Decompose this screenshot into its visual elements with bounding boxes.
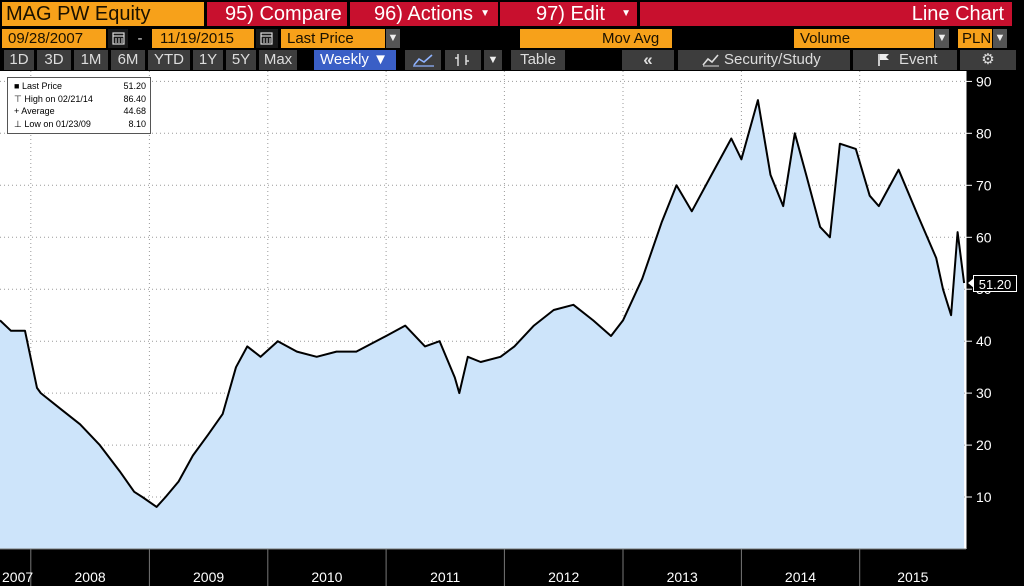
range-button-1y[interactable]: 1Y [193, 50, 223, 70]
edit-button[interactable]: 97) Edit ▼ [500, 2, 637, 26]
x-tick-label: 2011 [430, 569, 460, 585]
price-line [0, 99, 966, 508]
study-icon [702, 53, 720, 70]
gear-icon[interactable]: ⚙ [960, 50, 1016, 70]
range-button-1d[interactable]: 1D [4, 50, 34, 70]
y-tick-label: 60 [976, 229, 992, 245]
frequency-select[interactable]: Weekly ▼ [314, 50, 396, 70]
table-button[interactable]: Table [511, 50, 565, 70]
legend-high-row: ⊤ High on 02/21/14 86.40 [14, 93, 146, 106]
security-study-label: Security/Study [724, 51, 821, 68]
actions-label: 96) Actions [374, 3, 473, 25]
y-tick-label: 10 [976, 489, 992, 505]
range-button-3d[interactable]: 3D [37, 50, 71, 70]
legend: ■ Last Price 51.20 ⊤ High on 02/21/14 86.4… [7, 77, 151, 134]
chevron-down-icon[interactable]: ▼ [993, 29, 1007, 48]
compare-button[interactable]: 95) Compare [207, 2, 347, 26]
legend-low-row: ⊥ Low on 01/23/09 8.10 [14, 118, 146, 131]
security-study-button[interactable]: Security/Study [678, 50, 850, 70]
calendar-icon[interactable] [108, 29, 128, 48]
x-tick-label: 2009 [193, 569, 224, 585]
event-label: Event [899, 51, 938, 68]
price-chart[interactable]: 102030405060708090 200720082009201020112… [0, 71, 1024, 586]
legend-last-label: ■ Last Price [14, 81, 62, 91]
range-button-5y[interactable]: 5Y [226, 50, 256, 70]
flag-icon [877, 53, 891, 70]
legend-avg-label: + Average [14, 106, 55, 116]
chevron-down-icon[interactable]: ▼ [484, 50, 502, 70]
range-toolbar: 1D 3D 1M 6M YTD 1Y 5Y Max Weekly ▼ ▼ Table « Se… [0, 49, 1024, 71]
range-button-ytd[interactable]: YTD [148, 50, 190, 70]
legend-low-value: 8.10 [128, 118, 146, 129]
last-price-pointer [968, 278, 974, 288]
y-tick-label: 90 [976, 73, 992, 89]
legend-avg-value: 44.68 [123, 106, 146, 116]
date-separator: - [137, 30, 143, 47]
x-tick-label: 2008 [75, 569, 106, 585]
currency-select[interactable]: PLN [958, 29, 992, 48]
chevron-down-icon[interactable]: ▼ [935, 29, 949, 48]
event-button[interactable]: Event [853, 50, 957, 70]
field-select[interactable]: Last Price [281, 29, 385, 48]
chart-type-label: Line Chart [640, 2, 1012, 26]
x-tick-label: 2010 [311, 569, 342, 585]
start-date-input[interactable]: 09/28/2007 [2, 29, 106, 48]
legend-last-value: 51.20 [123, 81, 146, 91]
y-tick-label: 40 [976, 333, 992, 349]
chevron-down-icon[interactable]: ▼ [386, 29, 400, 48]
legend-avg-row: + Average 44.68 [14, 105, 146, 118]
x-axis: 2007 2008 2009 2010 2011 2012 2013 2014 2015 [0, 548, 966, 586]
chevron-down-icon: ▼ [480, 8, 490, 19]
x-tick-label: 2012 [548, 569, 579, 585]
chevron-down-icon: ▼ [621, 8, 631, 19]
legend-low-label: ⊥ Low on 01/23/09 [14, 118, 91, 129]
bar-style-icon[interactable] [445, 50, 481, 70]
last-price-marker: 51.20 [973, 274, 1017, 292]
x-tick-label: 2014 [785, 569, 816, 585]
actions-button[interactable]: 96) Actions ▼ [350, 2, 498, 26]
x-tick-label: 2013 [667, 569, 698, 585]
security-field[interactable]: MAG PW Equity [2, 2, 204, 26]
title-bar: MAG PW Equity 95) Compare 96) Actions ▼ 9… [0, 0, 1024, 28]
volume-field[interactable]: Volume [794, 29, 934, 48]
date-toolbar: 09/28/2007 - 11/19/2015 Last Price ▼ Mov… [0, 28, 1024, 49]
back-button[interactable]: « [622, 50, 674, 70]
y-tick-label: 30 [976, 385, 992, 401]
line-chart-icon[interactable] [405, 50, 441, 70]
legend-last-row: ■ Last Price 51.20 [14, 80, 146, 93]
end-date-input[interactable]: 11/19/2015 [152, 29, 254, 48]
range-button-6m[interactable]: 6M [111, 50, 145, 70]
price-area-fill [0, 100, 965, 549]
range-button-max[interactable]: Max [259, 50, 297, 70]
y-tick-label: 20 [976, 437, 992, 453]
legend-high-value: 86.40 [123, 93, 146, 104]
range-button-1m[interactable]: 1M [74, 50, 108, 70]
mov-avg-field[interactable]: Mov Avg [520, 29, 672, 48]
y-tick-label: 70 [976, 177, 992, 193]
y-tick-label: 80 [976, 125, 992, 141]
edit-label: 97) Edit [536, 3, 605, 25]
x-tick-label: 2007 [2, 569, 33, 585]
x-tick-label: 2015 [897, 569, 928, 585]
legend-high-label: ⊤ High on 02/21/14 [14, 93, 93, 104]
calendar-icon[interactable] [256, 29, 278, 48]
